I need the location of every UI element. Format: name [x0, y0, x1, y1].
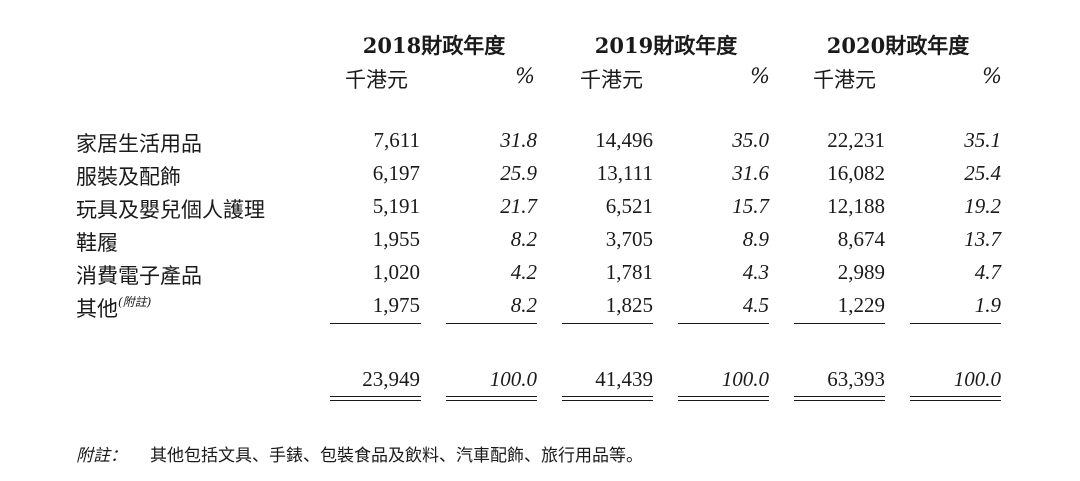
cell-value: 1,975: [372, 293, 420, 317]
subtotal-rule: [446, 323, 537, 324]
total-double-rule: [910, 396, 1001, 401]
row-label-apparel: 服裝及配飾: [76, 165, 181, 189]
cell-pct: 21.7: [500, 194, 537, 218]
row-label-footwear: 鞋履: [76, 231, 118, 255]
cell-pct: 4.7: [974, 260, 1001, 284]
row-label-others-note: (附註): [118, 295, 152, 309]
total-value: 41,439: [595, 367, 653, 391]
cell-pct: 13.7: [964, 227, 1001, 251]
cell-pct: 25.9: [500, 161, 537, 185]
row-label-toys: 玩具及嬰兒個人護理: [76, 198, 265, 222]
cell-value: 1,825: [605, 293, 653, 317]
unit-header-2018-hkd: 千港元: [345, 68, 408, 92]
subtotal-rule: [562, 323, 653, 324]
total-double-rule: [678, 396, 769, 401]
cell-value: 1,020: [372, 260, 420, 284]
cell-value: 22,231: [827, 128, 885, 152]
total-double-rule: [562, 396, 653, 401]
unit-header-2018-pct: %: [515, 64, 535, 88]
total-pct: 100.0: [953, 367, 1001, 391]
unit-header-2019-hkd: 千港元: [580, 68, 643, 92]
total-value: 63,393: [827, 367, 885, 391]
subtotal-rule: [678, 323, 769, 324]
row-label-others-text: 其他: [76, 297, 118, 321]
cell-value: 1,229: [837, 293, 885, 317]
total-double-rule: [794, 396, 885, 401]
cell-pct: 25.4: [964, 161, 1001, 185]
cell-value: 3,705: [605, 227, 653, 251]
cell-value: 8,674: [837, 227, 885, 251]
cell-value: 13,111: [596, 161, 653, 185]
footnote-text: 其他包括文具、手錶、包裝食品及飲料、汽車配飾、旅行用品等。: [150, 446, 643, 466]
cell-pct: 8.2: [510, 227, 537, 251]
total-pct: 100.0: [489, 367, 537, 391]
unit-header-2019-pct: %: [750, 64, 770, 88]
unit-header-2020-hkd: 千港元: [813, 68, 876, 92]
row-label-others: 其他(附註): [76, 293, 151, 323]
cell-value: 2,989: [837, 260, 885, 284]
subtotal-rule: [910, 323, 1001, 324]
cell-pct: 31.8: [500, 128, 537, 152]
cell-value: 16,082: [827, 161, 885, 185]
total-pct: 100.0: [721, 367, 769, 391]
cell-pct: 4.5: [742, 293, 769, 317]
cell-value: 7,611: [373, 128, 420, 152]
cell-pct: 19.2: [964, 194, 1001, 218]
year-header-2018: 2018財政年度: [362, 33, 506, 58]
row-label-home: 家居生活用品: [76, 132, 202, 156]
cell-pct: 1.9: [974, 293, 1001, 317]
cell-pct: 4.2: [510, 260, 537, 284]
unit-header-2020-pct: %: [982, 64, 1002, 88]
cell-pct: 15.7: [732, 194, 769, 218]
footnote-label: 附註：: [76, 446, 127, 466]
total-value: 23,949: [362, 367, 420, 391]
cell-value: 1,781: [605, 260, 653, 284]
year-header-2019: 2019財政年度: [594, 33, 738, 58]
cell-pct: 31.6: [732, 161, 769, 185]
cell-value: 5,191: [372, 194, 420, 218]
cell-value: 1,955: [372, 227, 420, 251]
cell-value: 6,521: [605, 194, 653, 218]
cell-value: 12,188: [827, 194, 885, 218]
cell-pct: 8.2: [510, 293, 537, 317]
row-label-electronics: 消費電子產品: [76, 264, 202, 288]
cell-pct: 35.0: [732, 128, 769, 152]
subtotal-rule: [794, 323, 885, 324]
year-header-2020: 2020財政年度: [826, 33, 970, 58]
total-double-rule: [446, 396, 537, 401]
cell-value: 14,496: [595, 128, 653, 152]
subtotal-rule: [330, 323, 421, 324]
cell-pct: 8.9: [742, 227, 769, 251]
total-double-rule: [330, 396, 421, 401]
cell-value: 6,197: [372, 161, 420, 185]
cell-pct: 35.1: [964, 128, 1001, 152]
cell-pct: 4.3: [742, 260, 769, 284]
